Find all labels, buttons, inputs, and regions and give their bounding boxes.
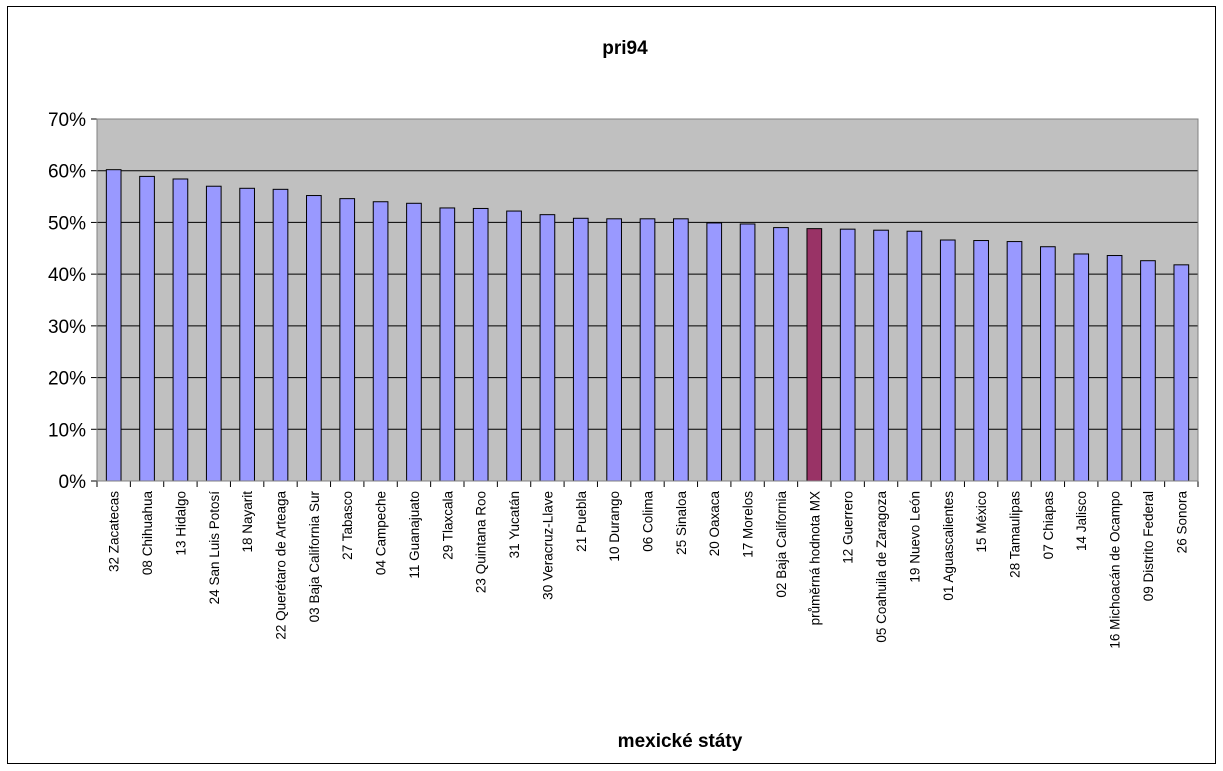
bar [239, 187, 255, 482]
bar [339, 198, 356, 482]
x-tick-label: 32 Zacatecas [107, 491, 122, 572]
bar [472, 207, 489, 482]
bar [1140, 260, 1156, 482]
x-tick-label: 04 Campeche [374, 491, 389, 575]
x-tick-label: 09 Distrito Federal [1141, 491, 1156, 601]
x-tick-label: 08 Chihuahua [140, 491, 155, 576]
bar [506, 210, 522, 482]
bar [706, 222, 723, 482]
chart-title: pri94 [602, 38, 648, 59]
x-axis-ticks: 32 Zacatecas 08 Chihuahua 13 Hidalgo 24 San… [107, 491, 1190, 649]
bar [1006, 241, 1023, 482]
x-tick-label: 20 Oaxaca [707, 491, 722, 557]
x-tick-label: 10 Durango [607, 491, 622, 562]
x-tick-label: 26 Sonora [1174, 491, 1189, 554]
bar [439, 207, 456, 482]
x-tick-label: 01 Aguascalientes [941, 491, 956, 601]
x-tick-label: 12 Guerrero [841, 491, 856, 564]
x-tick-label: 02 Baja California [774, 491, 789, 598]
bar [1040, 246, 1056, 482]
bar [673, 218, 689, 482]
x-tick-label: 29 Tlaxcala [440, 491, 455, 560]
plot-border [96, 118, 1199, 482]
bar [572, 217, 589, 482]
x-tick-label: 11 Guanajuato [407, 491, 422, 579]
bar [606, 218, 622, 482]
bar [306, 195, 322, 482]
x-tick-label: 05 Coahuila de Zaragoza [874, 491, 889, 643]
x-axis-label: mexické státy [618, 731, 743, 752]
x-tick-label: 31 Yucatán [507, 491, 522, 558]
bar [906, 230, 923, 482]
x-tick-label: 25 Sinaloa [674, 491, 689, 555]
bar [1106, 255, 1123, 482]
x-tick-label: 21 Puebla [574, 491, 589, 552]
x-tick-label: 13 Hidalgo [173, 491, 188, 556]
bar [406, 202, 422, 482]
bar [739, 223, 756, 482]
x-tick-label: 22 Querétaro de Arteaga [274, 491, 289, 640]
x-tick-label: 24 San Luis Potosí [207, 491, 222, 605]
x-tick-label: 18 Nayarit [240, 491, 255, 553]
bars [105, 169, 1190, 482]
x-tick-label: 16 Michoacán de Ocampo [1108, 491, 1123, 649]
bar [639, 218, 656, 482]
bar [873, 229, 889, 482]
y-tick-label: 60% [48, 162, 86, 183]
y-tick-label: 10% [48, 420, 86, 441]
x-tick-label: 07 Chiapas [1041, 491, 1056, 560]
x-tick-label: 27 Tabasco [340, 491, 355, 560]
axes [91, 118, 1199, 487]
x-tick-label: 30 Veracruz-Llave [540, 491, 555, 600]
bar [272, 188, 289, 482]
bar [105, 169, 122, 482]
bar [939, 239, 956, 482]
x-tick-label: průměrná hodnota MX [807, 491, 822, 625]
bar [205, 185, 222, 482]
bar-average [806, 228, 823, 482]
bar [372, 201, 389, 482]
y-tick-label: 20% [48, 369, 86, 390]
bar [139, 175, 155, 482]
x-tick-label: 17 Morelos [741, 491, 756, 558]
x-tick-label: 03 Baja California Sur [307, 491, 322, 623]
x-tick-label: 28 Tamaulipas [1008, 491, 1023, 578]
x-tick-label: 14 Jalisco [1074, 491, 1089, 551]
y-axis-ticks: 0% 10% 20% 30% 40% 50% 60% 70% [48, 110, 86, 493]
y-tick-label: 30% [48, 317, 86, 338]
x-tick-label: 19 Nuevo León [907, 491, 922, 583]
bar [1173, 264, 1190, 482]
x-tick-label: 06 Colima [641, 491, 656, 552]
bar [1073, 253, 1090, 482]
y-tick-label: 50% [48, 213, 86, 234]
bar [172, 178, 189, 482]
bar [539, 214, 556, 482]
y-tick-label: 70% [48, 110, 86, 131]
y-tick-label: 40% [48, 265, 86, 286]
bar [773, 227, 789, 482]
bar [839, 228, 856, 482]
x-tick-label: 15 México [974, 491, 989, 553]
bar [973, 240, 989, 482]
x-tick-label: 23 Quintana Roo [474, 491, 489, 593]
y-tick-label: 0% [59, 472, 87, 493]
